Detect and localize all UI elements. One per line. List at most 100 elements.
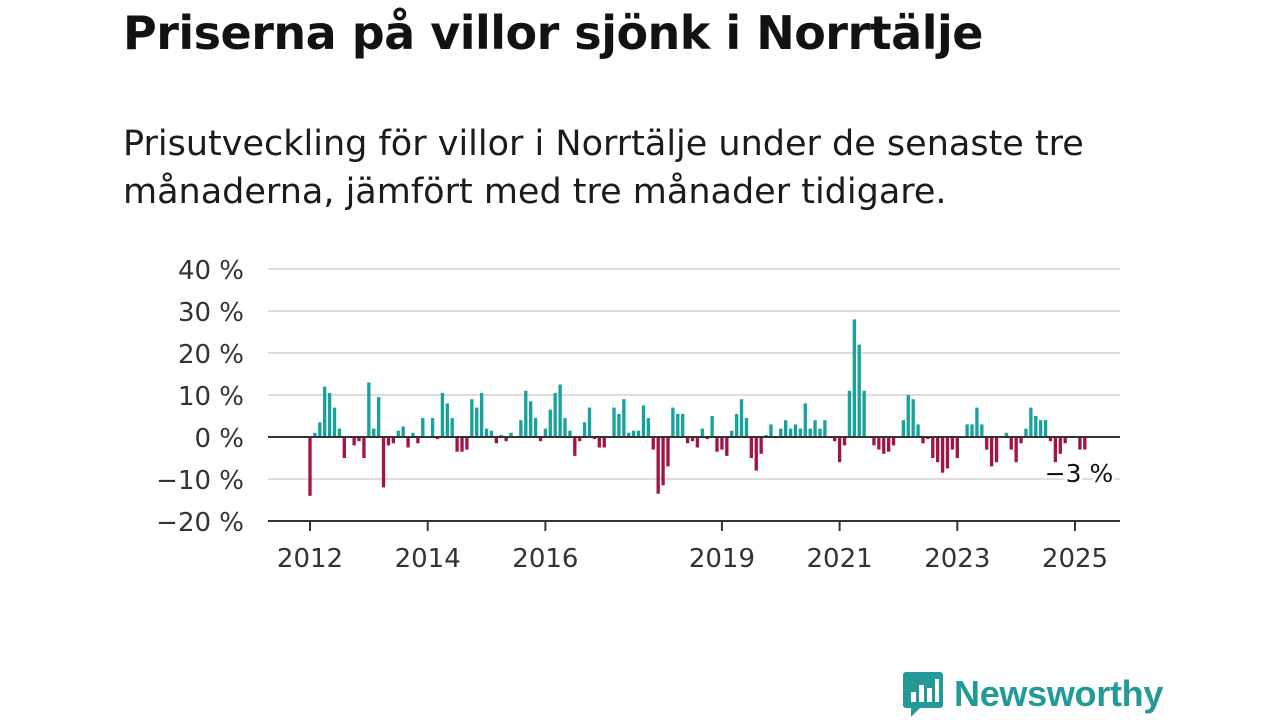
gridlines <box>268 268 1120 480</box>
bar <box>886 437 891 452</box>
bar <box>882 437 886 454</box>
bar <box>989 437 994 467</box>
bar <box>921 437 925 444</box>
bar <box>744 418 749 437</box>
y-tick-label: 30 % <box>178 298 244 328</box>
newsworthy-logo-icon <box>903 672 943 717</box>
bar <box>970 424 974 437</box>
bar <box>553 392 557 437</box>
bar <box>636 430 641 437</box>
bar <box>877 437 881 450</box>
bar <box>352 437 356 446</box>
x-tick-label: 2019 <box>689 544 755 574</box>
bar <box>484 428 489 437</box>
x-tick-label: 2012 <box>277 544 343 574</box>
bar <box>749 437 754 458</box>
bar <box>587 407 592 437</box>
bar <box>891 437 896 446</box>
bar <box>479 392 484 437</box>
bar <box>578 437 582 442</box>
bar <box>720 437 724 450</box>
bar <box>499 434 503 437</box>
bar <box>940 437 945 473</box>
chart-title: Priserna på villor sjönk i Norrtälje <box>123 6 983 60</box>
bar <box>401 426 405 437</box>
y-tick-label: 20 % <box>178 340 244 370</box>
bar <box>759 437 763 454</box>
bar <box>582 422 587 437</box>
bar <box>950 437 955 450</box>
bar <box>1058 437 1062 454</box>
y-axis: 40 % 30 % 20 % 10 % 0 % −10 % −20 % <box>156 256 244 538</box>
bar <box>931 437 935 458</box>
bar <box>1014 437 1018 463</box>
bar <box>764 434 768 437</box>
bar <box>1053 437 1058 463</box>
bar <box>945 437 950 469</box>
bar <box>1078 437 1082 450</box>
bar <box>1034 416 1038 437</box>
brand-logo: Newsworthy <box>902 670 1163 718</box>
bar <box>568 430 572 437</box>
x-axis: 2012 2014 2016 2019 2021 2023 2025 <box>277 521 1108 574</box>
bar <box>612 407 616 437</box>
bar <box>558 384 562 437</box>
bar <box>739 399 744 437</box>
bar <box>901 420 906 437</box>
bar <box>327 392 332 437</box>
bar <box>362 437 366 458</box>
bar <box>661 437 665 486</box>
bar <box>823 420 827 437</box>
bar <box>1019 437 1023 444</box>
bar <box>421 418 425 437</box>
bar <box>406 437 410 448</box>
bar <box>435 437 440 440</box>
bar <box>916 424 920 437</box>
bar <box>465 437 469 450</box>
bar <box>337 428 342 437</box>
bar <box>1063 437 1067 444</box>
bar <box>548 409 552 437</box>
bar <box>690 437 695 442</box>
bar <box>705 437 709 440</box>
bar <box>715 437 719 452</box>
bar <box>529 401 533 437</box>
bar <box>798 428 803 437</box>
bar <box>784 420 788 437</box>
bar <box>455 437 459 452</box>
bar <box>676 413 680 437</box>
bar <box>445 403 449 437</box>
bar <box>734 413 739 437</box>
bar <box>779 428 783 437</box>
bar <box>980 424 984 437</box>
bar <box>926 437 930 440</box>
bar <box>685 437 690 444</box>
bar <box>975 407 979 437</box>
bar <box>700 428 704 437</box>
last-value-label: −3 % <box>1045 459 1114 488</box>
bar <box>725 437 729 456</box>
bar <box>332 407 337 437</box>
bar <box>965 424 969 437</box>
bar <box>1039 420 1043 437</box>
bar <box>627 432 631 437</box>
y-tick-label: 0 % <box>194 424 244 454</box>
bar <box>357 437 361 442</box>
bar <box>833 437 837 442</box>
y-tick-label: −20 % <box>156 508 244 538</box>
bar <box>494 437 499 444</box>
bar <box>1009 437 1013 450</box>
bar <box>538 437 543 442</box>
bar <box>808 428 812 437</box>
bar <box>386 437 391 446</box>
bar <box>651 437 655 450</box>
bar <box>862 390 866 437</box>
bar <box>470 399 474 437</box>
bar <box>391 437 396 444</box>
bar <box>313 432 317 437</box>
bar <box>543 428 548 437</box>
x-tick-label: 2021 <box>807 544 873 574</box>
bar <box>695 437 700 448</box>
bar <box>837 437 842 463</box>
